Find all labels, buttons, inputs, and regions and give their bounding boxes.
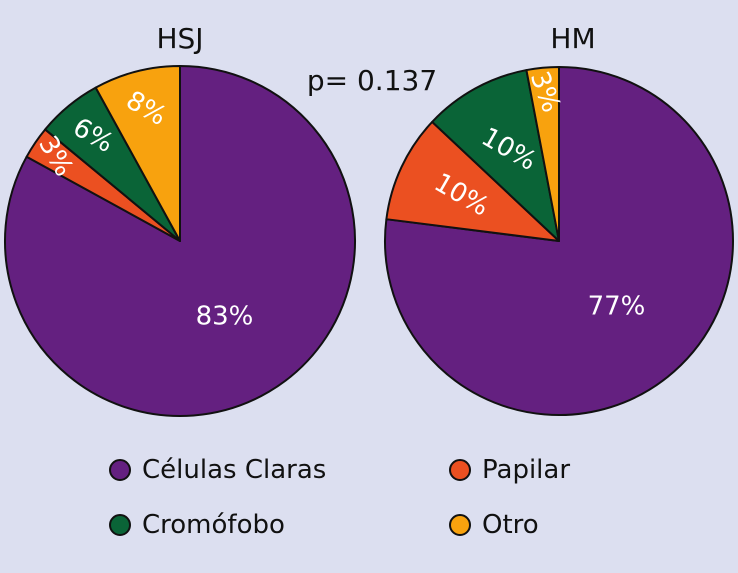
pie-slice-hsj-otro	[94, 65, 181, 242]
legend-marker-celulas-claras	[109, 459, 131, 481]
p-value-annotation: p= 0.137	[307, 64, 437, 97]
pie-slice-hm-otro	[525, 66, 560, 242]
chart-title-hm: HM	[550, 22, 595, 55]
pie-slice-hm-papilar	[385, 120, 560, 242]
legend-marker-papilar	[449, 459, 471, 481]
chart-title-hsj: HSJ	[156, 22, 203, 55]
legend: Células Claras Papilar Cromófobo Otro	[109, 455, 570, 540]
data-label-hm-celulas-claras: 77%	[588, 291, 646, 321]
legend-label-cromofobo: Cromófobo	[142, 510, 285, 540]
legend-label-otro: Otro	[482, 510, 539, 540]
legend-marker-cromofobo	[109, 514, 131, 536]
pie-slice-hm-cromofobo	[431, 69, 560, 242]
pie-hm: 77%10%10%3%	[383, 66, 734, 416]
legend-marker-otro	[449, 514, 471, 536]
pie-hsj: 83%3%6%8%	[4, 65, 357, 417]
legend-label-celulas-claras: Células Claras	[142, 455, 326, 485]
legend-label-papilar: Papilar	[482, 455, 570, 485]
data-label-hsj-celulas-claras: 83%	[196, 301, 254, 331]
